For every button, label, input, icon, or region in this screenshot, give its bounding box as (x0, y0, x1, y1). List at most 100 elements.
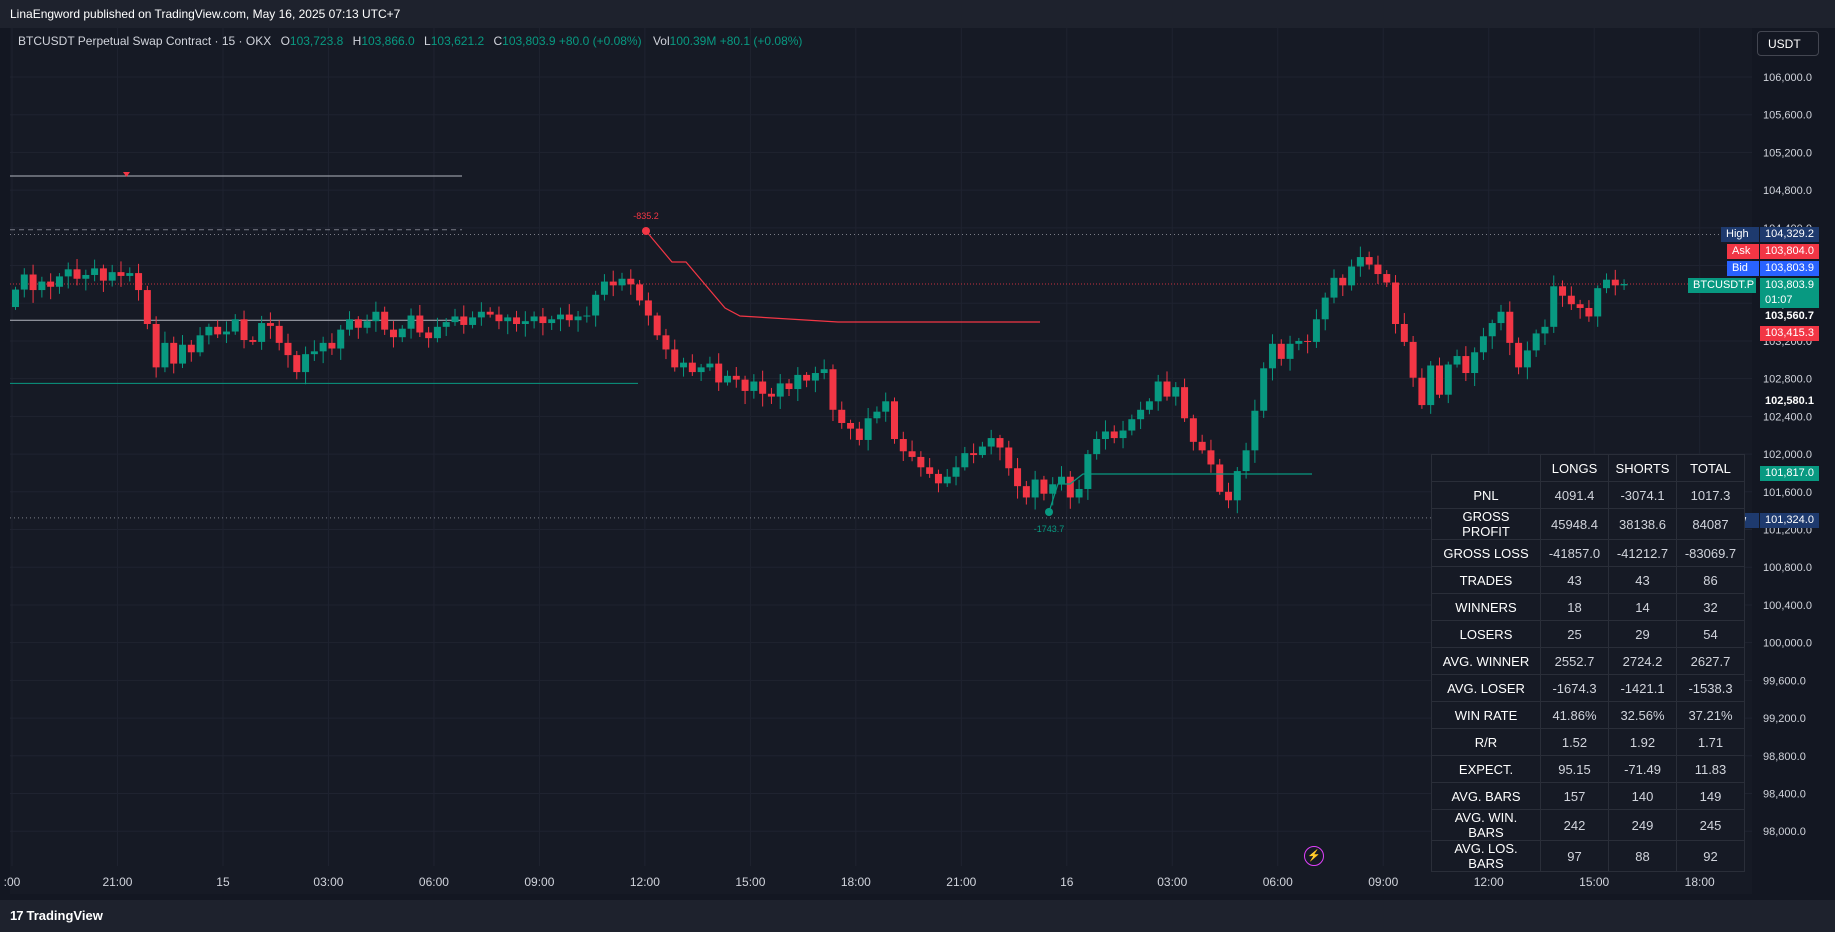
table-row: AVG. WINNER 2552.7 2724.2 2627.7 (1431, 647, 1745, 675)
row-label: AVG. LOSER (1431, 674, 1541, 702)
total-cell: 1.71 (1676, 728, 1745, 756)
candle-body (1137, 409, 1145, 420)
candle-body (1040, 479, 1048, 494)
price-chart[interactable]: -835.2 -1743.7 106,000.0 105,600.0 105,200… (0, 0, 1835, 900)
candle-body (680, 362, 688, 368)
candle-body (205, 326, 213, 336)
candle-body (530, 316, 538, 322)
candle-body (1567, 295, 1575, 305)
row-label: AVG. WINNER (1431, 647, 1541, 675)
longs-cell: 242 (1540, 809, 1609, 841)
high-tag-label: High (1721, 227, 1759, 242)
total-cell: 245 (1676, 809, 1745, 841)
candle-body (1418, 377, 1426, 406)
candle-body (662, 335, 670, 350)
candle-body (829, 369, 837, 410)
brand-name: TradingView (26, 908, 103, 923)
candle-body (1058, 476, 1066, 485)
candle-body (1304, 340, 1312, 342)
tradingview-brand[interactable]: 17 TradingView (10, 908, 103, 923)
x-tick-label: 06:00 (1263, 875, 1293, 889)
x-tick-label: 16 (1060, 875, 1074, 889)
candle-body (284, 342, 292, 356)
candle-body (12, 289, 19, 308)
y-tick-label: 104,800.0 (1763, 185, 1812, 197)
candle-body (1365, 257, 1373, 265)
candle-body (1022, 486, 1030, 498)
candle-body (442, 322, 450, 327)
candle-body (785, 383, 793, 390)
y-tick-label: 98,000.0 (1763, 826, 1806, 838)
candle-body (266, 323, 274, 326)
x-tick-label: 03:00 (313, 875, 343, 889)
y-tick-label: 99,600.0 (1763, 675, 1806, 687)
candle-body (671, 349, 679, 368)
y-tick-label: 98,400.0 (1763, 788, 1806, 800)
price-axis[interactable]: 106,000.0105,600.0105,200.0104,800.0104,… (1763, 72, 1812, 838)
x-tick-label: 18:00 (841, 875, 871, 889)
candle-body (556, 314, 564, 320)
candle-body (389, 329, 397, 338)
candle-body (143, 290, 151, 325)
candle-body (521, 321, 529, 325)
candle-body (1014, 468, 1022, 487)
volume-value: 100.39M (669, 34, 717, 48)
time-axis[interactable]: :00 21:00 15 03:00 06:00 09:00 12:00 15:00 18:00… (4, 875, 1715, 889)
candle-body (838, 409, 846, 423)
table-row: GROSS LOSS -41857.0 -41212.7 -83069.7 (1431, 539, 1745, 567)
candle-body (767, 393, 775, 397)
candle-body (1409, 341, 1417, 378)
candle-body (759, 381, 767, 394)
candle-body (451, 316, 459, 323)
candle-body (1216, 464, 1224, 492)
candle-body (750, 381, 758, 391)
total-cell: -1538.3 (1676, 674, 1745, 702)
performance-table: LONGS SHORTS TOTAL PNL 4091.4 -3074.1 1017.… (1431, 454, 1745, 872)
header-cell: TOTAL (1676, 454, 1745, 482)
candle-body (732, 375, 740, 380)
candle-body (1189, 418, 1197, 442)
candle-body (644, 300, 652, 316)
open-value: 103,723.8 (289, 34, 344, 48)
candle-body (170, 342, 178, 364)
candle-body (1260, 368, 1268, 411)
shorts-cell: 249 (1608, 809, 1677, 841)
candle-body (1119, 430, 1127, 439)
candle-body (1031, 479, 1039, 498)
candle-body (117, 272, 125, 276)
candle-body (917, 456, 925, 468)
y-tick-label: 105,200.0 (1763, 147, 1812, 159)
candle-body (161, 342, 169, 368)
longs-cell: 41.86% (1540, 701, 1609, 729)
candle-body (820, 369, 828, 374)
candle-body (433, 326, 441, 339)
row-label: GROSS PROFIT (1431, 508, 1541, 540)
longs-cell: 18 (1540, 593, 1609, 621)
symbol-title[interactable]: BTCUSDT Perpetual Swap Contract · 15 · O… (18, 34, 272, 48)
y-tick-label: 106,000.0 (1763, 72, 1812, 84)
candle-body (425, 332, 433, 339)
candle-body (1515, 342, 1523, 368)
candle-body (337, 329, 345, 349)
lightning-icon[interactable]: ⚡ (1304, 846, 1324, 866)
bid-tag-label: Bid (1727, 261, 1759, 276)
candle-body (1277, 343, 1285, 359)
last-price-tag: 103,803.9 (1760, 278, 1819, 293)
ask-tag-label: Ask (1727, 244, 1759, 259)
candle-body (1330, 277, 1338, 298)
candle-body (952, 467, 960, 477)
candle-body (1471, 352, 1479, 374)
currency-selector[interactable]: USDT (1757, 31, 1819, 56)
footer-bar: 17 TradingView (0, 900, 1835, 932)
candle-body (460, 316, 468, 325)
ask-tag-value: 103,804.0 (1760, 244, 1819, 259)
candle-body (1488, 323, 1496, 337)
candle-body (346, 319, 354, 330)
longs-cell: 95.15 (1540, 755, 1609, 783)
candle-body (1049, 484, 1057, 494)
candle-body (1312, 319, 1320, 342)
candle-body (495, 314, 503, 322)
shorts-cell: 1.92 (1608, 728, 1677, 756)
candle-body (504, 317, 512, 322)
candle-body (187, 344, 195, 353)
